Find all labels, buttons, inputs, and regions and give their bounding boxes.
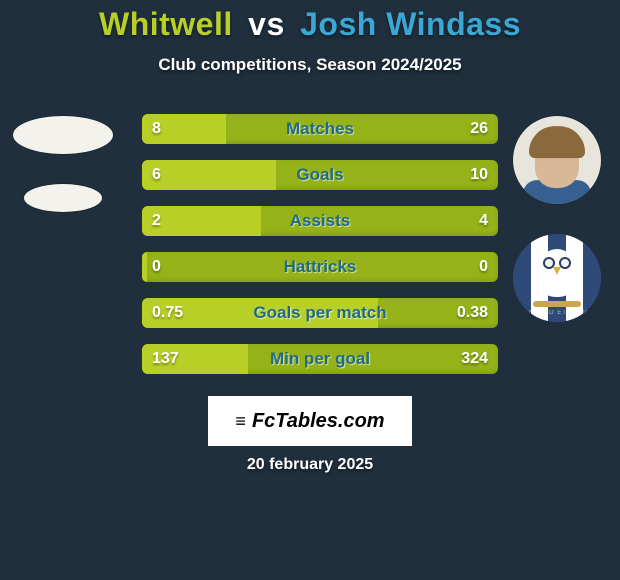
stat-bar: Goals per match0.75 0.38 — [142, 298, 498, 328]
date-text: 20 february 2025 — [0, 456, 620, 474]
stat-bars: Matches8 26 Goals6 10 Assists2 4 Hattricks0 0 Go… — [118, 108, 502, 374]
player2-photo — [513, 116, 601, 204]
stat-value-player2: 4 — [479, 206, 488, 236]
stat-bar: Min per goal137 324 — [142, 344, 498, 374]
stat-value-player2: 324 — [461, 344, 488, 374]
brand-text: FcTables.com — [252, 410, 385, 433]
stat-bar: Goals6 10 — [142, 160, 498, 190]
page-title: Whitwell vs Josh Windass — [0, 0, 620, 43]
stat-bar: Hattricks0 0 — [142, 252, 498, 282]
content-row: Matches8 26 Goals6 10 Assists2 4 Hattricks0 0 Go… — [0, 108, 620, 374]
stat-value-player1: 137 — [152, 344, 179, 374]
brand-band: ≡ FcTables.com — [208, 396, 412, 446]
stat-value-player1: 0.75 — [152, 298, 183, 328]
player2-club-crest: CONSILIO ET ANIMIS — [513, 234, 601, 322]
stat-label: Matches — [142, 114, 498, 144]
right-avatar-column: CONSILIO ET ANIMIS — [502, 108, 612, 322]
subtitle: Club competitions, Season 2024/2025 — [0, 55, 620, 75]
stat-label: Goals per match — [142, 298, 498, 328]
stat-label: Hattricks — [142, 252, 498, 282]
stat-bar: Assists2 4 — [142, 206, 498, 236]
vs-text: vs — [248, 6, 285, 42]
stat-value-player2: 0.38 — [457, 298, 488, 328]
stat-value-player1: 0 — [152, 252, 161, 282]
player1-name: Whitwell — [99, 6, 233, 42]
stat-bar: Matches8 26 — [142, 114, 498, 144]
brand-mark-icon: ≡ — [235, 412, 246, 430]
stat-value-player1: 2 — [152, 206, 161, 236]
stat-value-player2: 26 — [470, 114, 488, 144]
stat-value-player2: 10 — [470, 160, 488, 190]
stat-label: Assists — [142, 206, 498, 236]
stat-label: Goals — [142, 160, 498, 190]
stat-label: Min per goal — [142, 344, 498, 374]
player1-crest-placeholder — [24, 184, 102, 212]
player2-name: Josh Windass — [300, 6, 521, 42]
player1-photo-placeholder — [13, 116, 113, 154]
stat-value-player2: 0 — [479, 252, 488, 282]
stat-value-player1: 8 — [152, 114, 161, 144]
owl-icon — [539, 249, 575, 297]
crest-motto: CONSILIO ET ANIMIS — [513, 310, 601, 316]
left-avatar-column — [8, 108, 118, 212]
stat-value-player1: 6 — [152, 160, 161, 190]
comparison-card: Whitwell vs Josh Windass Club competitio… — [0, 0, 620, 580]
